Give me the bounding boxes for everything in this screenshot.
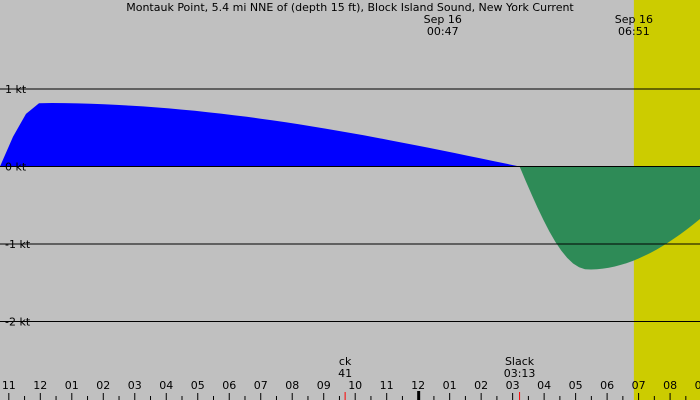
y-tick-label: -1 kt <box>5 238 31 251</box>
chart-title: Montauk Point, 5.4 mi NNE of (depth 15 f… <box>126 1 574 14</box>
hour-tick-label: 01 <box>65 379 79 392</box>
hour-tick-label: 03 <box>506 379 520 392</box>
hour-tick-label: 08 <box>285 379 299 392</box>
gridlines-layer <box>0 88 700 322</box>
bottom-event-time: 03:13 <box>504 367 536 380</box>
y-tick-label: 1 kt <box>5 83 27 96</box>
hour-tick-label: 11 <box>2 379 16 392</box>
hour-tick-label: 07 <box>254 379 268 392</box>
marks-layer <box>344 392 521 400</box>
hour-tick-label: 04 <box>159 379 173 392</box>
hour-tick-label: 12 <box>411 379 425 392</box>
hour-tick-label: 07 <box>632 379 646 392</box>
hour-tick-label: 04 <box>537 379 551 392</box>
bottom-event-name: ck <box>339 355 352 368</box>
hour-tick-label: 06 <box>600 379 614 392</box>
top-event-time: 00:47 <box>427 25 459 38</box>
top-event-date: Sep 16 <box>615 13 653 26</box>
bottom-event-name: Slack <box>505 355 535 368</box>
y-tick-labels: 1 kt 0 kt -1 kt -2 kt <box>5 83 31 329</box>
y-tick-label: 0 kt <box>5 161 27 174</box>
hour-tick-label: 03 <box>128 379 142 392</box>
bottom-event-labels: ck41Slack03:13Slack10:47Mrise12:28Slack1… <box>338 355 536 380</box>
flood-area-1 <box>0 103 520 167</box>
midnight-marker <box>417 391 421 400</box>
hour-tick-label: 09 <box>317 379 331 392</box>
top-event-time: 06:51 <box>618 25 650 38</box>
hour-axis: 11 12 01 02 03 04 05 06 07 08 09 10 11 12 01 02 03 04 05 06… <box>2 379 700 400</box>
hour-tick-label: 06 <box>222 379 236 392</box>
hour-tick-label: 02 <box>474 379 488 392</box>
hour-tick-label: 10 <box>348 379 362 392</box>
hour-tick-label: 09 <box>695 379 700 392</box>
top-event-date: Sep 16 <box>424 13 462 26</box>
y-tick-label: -2 kt <box>5 316 31 329</box>
hour-tick-label: 01 <box>443 379 457 392</box>
bottom-event-time: 41 <box>338 367 352 380</box>
hour-tick-label: 08 <box>663 379 677 392</box>
hour-tick-label: 12 <box>33 379 47 392</box>
hour-tick-label: 05 <box>569 379 583 392</box>
hour-tick-label: 05 <box>191 379 205 392</box>
hour-tick-label: 02 <box>96 379 110 392</box>
hour-tick-label: 11 <box>380 379 394 392</box>
